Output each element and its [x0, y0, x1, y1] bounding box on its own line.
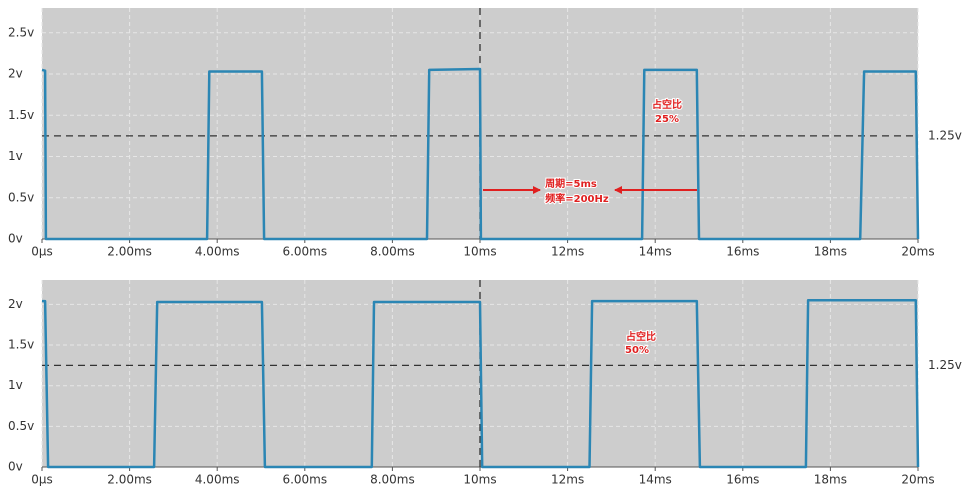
y-tick-label: 1.5v: [8, 338, 34, 352]
x-tick-label: 20ms: [901, 473, 934, 487]
reference-label: 1.25v: [928, 358, 962, 372]
y-tick-label: 0v: [8, 460, 23, 474]
x-tick-label: 16ms: [726, 245, 759, 259]
x-tick-label: 2.00ms: [107, 245, 152, 259]
x-tick-label: 4.00ms: [195, 245, 240, 259]
y-tick-label: 1.5v: [8, 108, 34, 122]
x-tick-label: 4.00ms: [195, 473, 240, 487]
plots: 0v 0.5v 1v 1.5v 2v 2.5v 0μs 2.00ms 4.00ms 6.00ms 8…: [8, 8, 962, 487]
annotation: 周期=5ms: [545, 177, 597, 190]
annotation: 25%: [655, 114, 679, 125]
x-tick-label: 18ms: [814, 473, 847, 487]
x-tick-label: 18ms: [814, 245, 847, 259]
y-tick-label: 0.5v: [8, 190, 34, 204]
x-tick-label: 6.00ms: [282, 245, 327, 259]
reference-label: 1.25v: [928, 128, 962, 142]
x-tick-label: 6.00ms: [282, 473, 327, 487]
x-tick-label: 8.00ms: [370, 473, 415, 487]
x-tick-label: 12ms: [551, 245, 584, 259]
y-tick-label: 0.5v: [8, 419, 34, 433]
x-tick-label: 14ms: [639, 473, 672, 487]
annotation: 占空比: [626, 330, 656, 343]
y-tick-label: 1v: [8, 149, 23, 163]
annotation: 频率=200Hz: [545, 192, 609, 205]
annotation: 50%: [625, 345, 649, 356]
x-tick-label: 10ms: [463, 245, 496, 259]
x-tick-label: 8.00ms: [370, 245, 415, 259]
y-tick-label: 1v: [8, 378, 23, 392]
x-tick-label: 20ms: [901, 245, 934, 259]
x-tick-label: 14ms: [639, 245, 672, 259]
x-tick-label: 10ms: [463, 473, 496, 487]
x-tick-label: 0μs: [31, 245, 53, 259]
y-tick-label: 2.5v: [8, 25, 34, 39]
x-tick-label: 12ms: [551, 473, 584, 487]
annotation: 占空比: [652, 98, 682, 111]
x-tick-label: 0μs: [31, 473, 53, 487]
y-tick-label: 0v: [8, 232, 23, 246]
x-tick-label: 16ms: [726, 473, 759, 487]
x-tick-label: 2.00ms: [107, 473, 152, 487]
y-tick-label: 2v: [8, 67, 23, 81]
signal-line: [42, 299, 920, 469]
y-tick-label: 2v: [8, 297, 23, 311]
signal-line: [41, 67, 920, 241]
